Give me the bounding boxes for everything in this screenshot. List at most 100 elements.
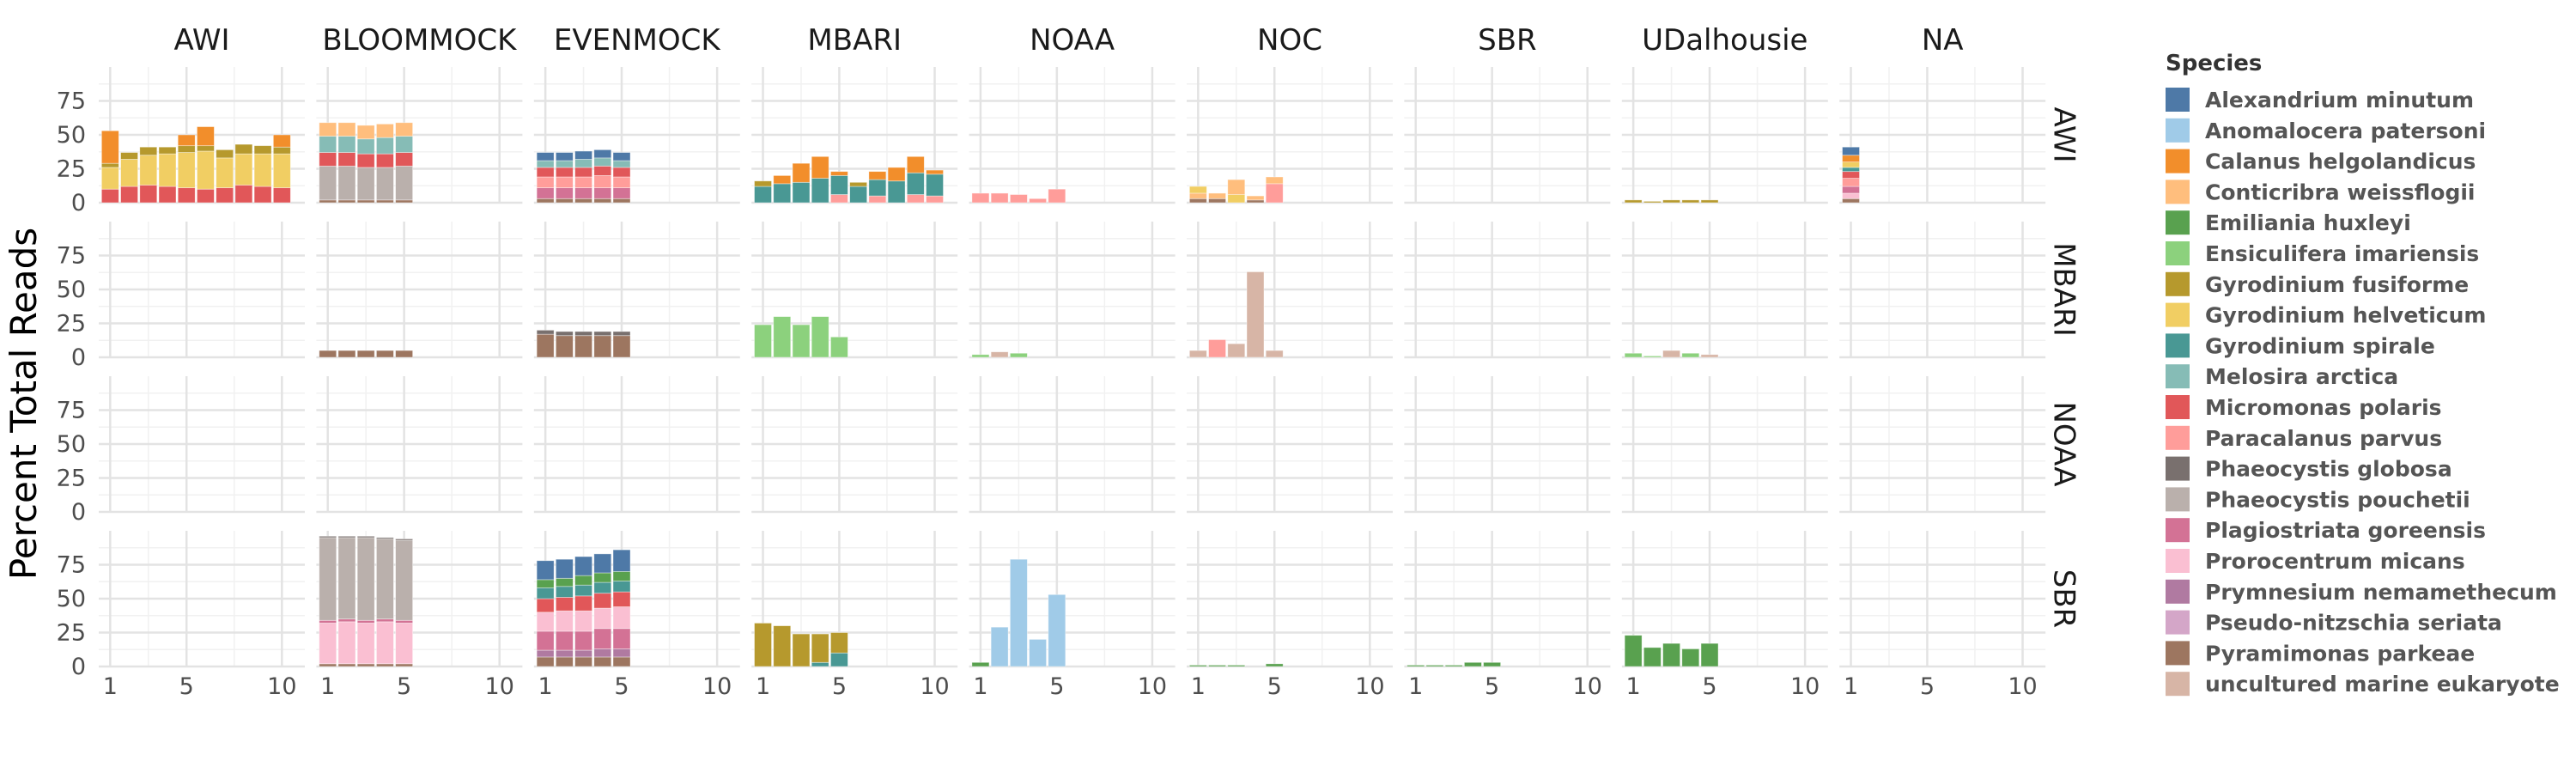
bar-segment-plagiostriata-goreensis [574, 187, 592, 199]
bar-segment-phaeocystis-globosa [555, 331, 574, 337]
legend-item: Prorocentrum micans [2166, 549, 2465, 574]
bar-segment-gyrodinium-helveticum [1227, 194, 1246, 204]
bar-segment-paracalanus-parvus [990, 192, 1009, 204]
bar-segment-gyrodinium-fusiforme [100, 162, 119, 168]
bar-segment-gyrodinium-helveticum [253, 153, 272, 187]
legend-swatch [2166, 271, 2190, 296]
legend-swatch [2166, 456, 2190, 481]
legend-label: Conticribra weissflogii [2205, 180, 2475, 204]
bar-segment-melosira-arctica [593, 157, 612, 167]
bar-segment-phaeocystis-globosa [319, 535, 337, 539]
bar-segment-paracalanus-parvus [868, 195, 887, 204]
bar-segment-gyrodinium-spirale [811, 661, 829, 667]
x-tick-label: 1 [103, 673, 118, 700]
legend-swatch [2166, 518, 2190, 543]
x-tick-label: 10 [1138, 673, 1167, 700]
bar-segment-paracalanus-parvus [612, 176, 631, 189]
bar-segment-micromonas-polaris [536, 598, 555, 613]
bar-segment-pyramimonas-parkeae [536, 656, 555, 667]
bars-sbr-mbari [754, 623, 848, 667]
bar-segment-uncultured-marine-eukaryote [1188, 350, 1207, 358]
panels-layer [99, 67, 2046, 668]
bar-segment-calanus-helgolandicus [811, 155, 829, 179]
bar-segment-paracalanus-parvus [926, 195, 944, 204]
panel-sbr-mbari [751, 531, 958, 668]
bar-segment-gyrodinium-spirale [555, 586, 574, 598]
bar-segment-prorocentrum-micans [1842, 192, 1860, 199]
y-tick-label: 75 [57, 88, 86, 115]
legend-swatch [2166, 579, 2190, 604]
bar-segment-micromonas-polaris [319, 152, 337, 167]
bar-segment-plagiostriata-goreensis [337, 618, 356, 623]
bar-segment-emiliania-huxleyi [1681, 648, 1700, 667]
y-tick-label: 75 [57, 552, 86, 579]
bar-segment-pyramimonas-parkeae [356, 199, 375, 204]
bar-segment-alexandrium-minutum [612, 549, 631, 572]
legend-swatch [2166, 610, 2190, 635]
bar-segment-phaeocystis-globosa [593, 331, 612, 337]
bar-segment-pyramimonas-parkeae [319, 350, 337, 358]
bar-segment-micromonas-polaris [612, 591, 631, 607]
bar-segment-anomalocera-patersoni [1029, 639, 1047, 667]
bar-segment-uncultured-marine-eukaryote [990, 351, 1009, 358]
bar-segment-pyramimonas-parkeae [1842, 198, 1860, 204]
bar-segment-gyrodinium-fusiforme [1624, 199, 1643, 204]
y-tick-label: 0 [71, 190, 86, 216]
bar-segment-phaeocystis-pouchetii [356, 167, 375, 201]
bar-segment-emiliania-huxleyi [1425, 665, 1444, 667]
bar-segment-ensiculifera-imariensis [773, 316, 792, 358]
legend-label: uncultured marine eukaryote [2205, 672, 2560, 697]
bar-segment-pyramimonas-parkeae [337, 350, 356, 358]
bar-segment-plagiostriata-goreensis [574, 630, 592, 651]
x-tick-label: 1 [973, 673, 987, 700]
bar-segment-pyramimonas-parkeae [337, 199, 356, 204]
panel-mbari-na [1839, 222, 2046, 359]
bar-segment-emiliania-huxleyi [555, 577, 574, 587]
bar-segment-gyrodinium-helveticum [177, 152, 196, 189]
bar-segment-calanus-helgolandicus [926, 169, 944, 175]
bar-segment-plagiostriata-goreensis [612, 628, 631, 649]
bar-segment-plagiostriata-goreensis [555, 630, 574, 651]
bar-segment-gyrodinium-spirale [754, 186, 772, 204]
bar-segment-melosira-arctica [612, 160, 631, 168]
bar-segment-emiliania-huxleyi [1662, 642, 1680, 667]
bar-segment-paracalanus-parvus [1208, 339, 1226, 358]
panel-noaa-awi [99, 376, 305, 514]
y-tick-label: 25 [57, 311, 86, 338]
x-tick-label: 1 [1408, 673, 1423, 700]
panel-awi-noc [1187, 67, 1393, 204]
bar-segment-pyramimonas-parkeae [319, 199, 337, 204]
bar-segment-micromonas-polaris [177, 187, 196, 204]
bar-segment-phaeocystis-pouchetii [375, 167, 394, 201]
legend-item: Emiliania huxleyi [2166, 210, 2411, 235]
bar-segment-gyrodinium-spirale [830, 652, 848, 667]
bar-segment-micromonas-polaris [375, 153, 394, 168]
bar-segment-pyramimonas-parkeae [574, 335, 592, 358]
bar-segment-gyrodinium-helveticum [216, 157, 234, 189]
bar-segment-uncultured-marine-eukaryote [1246, 271, 1265, 358]
panel-sbr-na [1839, 531, 2046, 668]
bar-segment-gyrodinium-fusiforme [272, 146, 291, 155]
legend-item: Pyramimonas parkeae [2166, 641, 2475, 666]
legend-label: Plagiostriata goreensis [2205, 518, 2486, 543]
legend-swatch [2166, 241, 2190, 265]
legend: Species Alexandrium minutum Anomalocera p… [2166, 51, 2560, 697]
legend-item: Phaeocystis globosa [2166, 456, 2452, 482]
bar-segment-conticribra-weissflogii [375, 123, 394, 138]
bar-segment-plagiostriata-goreensis [319, 619, 337, 624]
panel-mbari-noaa [969, 222, 1176, 359]
legend-title: Species [2166, 51, 2262, 76]
bar-segment-alexandrium-minutum [536, 152, 555, 161]
bar-segment-plagiostriata-goreensis [536, 187, 555, 199]
y-tick-label: 0 [71, 344, 86, 371]
bar-segment-calanus-helgolandicus [792, 162, 811, 183]
bar-segment-alexandrium-minutum [574, 556, 592, 576]
bar-segment-conticribra-weissflogii [337, 122, 356, 137]
bar-segment-alexandrium-minutum [612, 152, 631, 161]
legend-item: Gyrodinium fusiforme [2166, 271, 2469, 297]
bar-segment-ensiculifera-imariensis [1643, 356, 1662, 358]
panel-noaa-noaa [969, 376, 1176, 514]
bar-segment-conticribra-weissflogii [1246, 195, 1265, 201]
bar-segment-pyramimonas-parkeae [375, 199, 394, 204]
bar-segment-conticribra-weissflogii [319, 122, 337, 137]
